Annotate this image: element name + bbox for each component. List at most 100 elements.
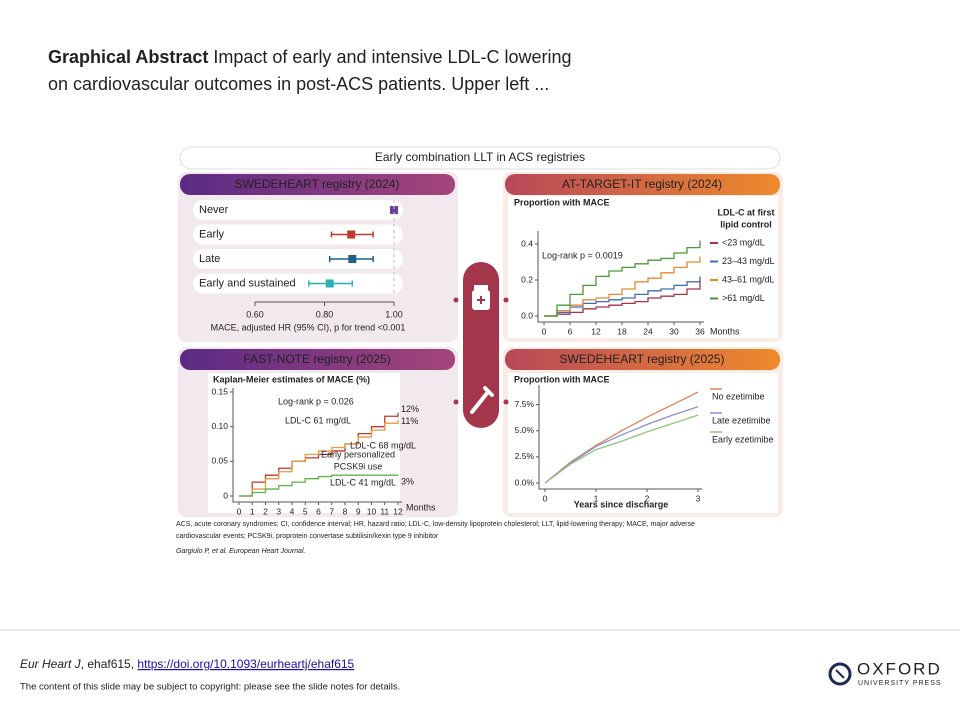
x-tick-label: 8 [343,506,348,516]
row-pill [193,273,403,294]
article-id: , ehaf615, [81,657,138,671]
slide-title: on cardiovascular outcomes in post-ACS p… [48,74,549,94]
x-tick-label: 6 [316,506,321,516]
x-tick-label: 11 [380,506,389,516]
legend-label: Early ezetimibe [712,434,774,444]
legend-title: LDL-C at first [718,207,775,217]
logo-text: OXFORD [857,659,942,678]
series-label: LDL-C 41 mg/dL [330,477,396,487]
copyright: The content of this slide may be subject… [20,682,400,693]
center-icons [453,262,509,428]
row-pill [193,249,403,269]
y-tick-label: 0.10 [211,421,228,431]
y-tick-label: 7.5% [515,399,535,409]
x-tick-label: 3 [276,506,281,516]
series-label: LDL-C 68 mg/dL [350,440,416,450]
row-pill [193,224,403,245]
y-tick-label: 5.0% [515,425,535,435]
axis [232,388,402,503]
annotation: Log-rank p = 0.0019 [542,250,623,260]
y-tick-label: 0.05 [211,456,228,466]
annotation: Early personalized [321,449,395,459]
row-label: Late [199,253,220,265]
banner-text: Early combination LLT in ACS registries [375,150,585,164]
annotation: Log-rank p = 0.026 [278,396,354,406]
axis [538,385,702,490]
y-tick-label: 0.4 [521,238,533,248]
end-label: 12% [401,404,419,414]
series-label: LDL-C 61 mg/dL [285,415,351,425]
y-tick-label: 2.5% [515,451,535,461]
x-tick-label: 9 [356,506,361,516]
hr-point [348,255,357,263]
y-tick-label: 0.15 [211,386,228,396]
citation-line: Eur Heart J, ehaf615, https://doi.org/10… [20,657,355,671]
x-axis-label: Years since discharge [574,499,669,509]
series-line [544,406,699,484]
hr-point [390,206,398,214]
x-tick-label: 1 [250,506,255,516]
y-tick-label: 0.0 [521,310,533,320]
x-tick-label: 2 [263,506,268,516]
plot-bg [508,373,778,513]
x-tick-label: 30 [669,326,679,336]
logo-subtext: UNIVERSITY PRESS [858,680,942,687]
legend-label: 23–43 mg/dL [722,256,775,266]
footnote: ACS, acute coronary syndromes; CI, confi… [176,521,695,528]
slide-title: Graphical Abstract Impact of early and in… [48,47,572,67]
series-line [544,391,699,484]
x-axis-label: Months [406,502,436,512]
x-tick-label: 5 [303,506,308,516]
x-tick-label: 1.00 [385,309,403,319]
hr-point [347,230,356,239]
x-axis-label: Months [710,326,740,336]
hr-point [325,279,334,288]
panel-title: SWEDEHEART registry (2024) [235,177,400,191]
y-tick-label: 0.2 [521,274,533,284]
series-line [239,474,398,497]
oxford-logo-icon [828,662,852,686]
title-bold: Graphical Abstract [48,47,208,67]
x-tick-label: 12 [393,506,403,516]
x-tick-label: 0.80 [316,309,334,319]
panel-header [505,174,780,195]
x-tick-label: 24 [643,326,653,336]
x-tick-label: 36 [695,326,705,336]
x-tick-label: 0.60 [246,309,264,319]
row-label: Never [199,204,229,216]
series-line [239,419,399,497]
y-axis-label: Kaplan-Meier estimates of MACE (%) [213,374,370,384]
x-tick-label: 12 [591,326,601,336]
doi-link[interactable]: https://doi.org/10.1093/eurheartj/ehaf61… [137,657,354,671]
y-axis-label: Proportion with MACE [514,374,610,384]
x-tick-label: 0 [237,506,242,516]
panel-title: SWEDEHEART registry (2025) [560,352,725,366]
annotation: PCSK9i use [334,461,383,471]
x-tick-label: 4 [290,506,295,516]
banner [179,146,781,170]
axis [537,231,704,323]
x-axis-label: MACE, adjusted HR (95% CI), p for trend … [211,322,406,332]
x-tick-label: 3 [696,493,701,503]
footnote: cardiovascular events; PCSK9i, proprotei… [176,533,439,540]
x-tick-label: 7 [329,506,334,516]
panel-header [180,174,455,195]
title-text: Impact of early and intensive LDL-C lowe… [213,47,571,67]
x-tick-label: 6 [568,326,573,336]
legend-label: 43–61 mg/dL [722,274,775,284]
row-pill [193,200,403,220]
y-axis-label: Proportion with MACE [514,197,610,207]
x-tick-label: 10 [367,506,377,516]
x-tick-label: 1 [594,493,599,503]
journal: Eur Heart J [20,657,82,671]
y-tick-label: 0 [223,490,228,500]
panel-title: FAST-NOTE registry (2025) [243,352,390,366]
row-label: Early [199,228,225,240]
legend-label: Late ezetimibe [712,415,771,425]
legend-label: <23 mg/dL [722,237,765,247]
series-line [544,414,699,484]
legend-label: No ezetimibe [712,391,765,401]
panel-header [505,349,780,370]
citation: Gargiulo P, et al. European Heart Journa… [176,548,306,555]
